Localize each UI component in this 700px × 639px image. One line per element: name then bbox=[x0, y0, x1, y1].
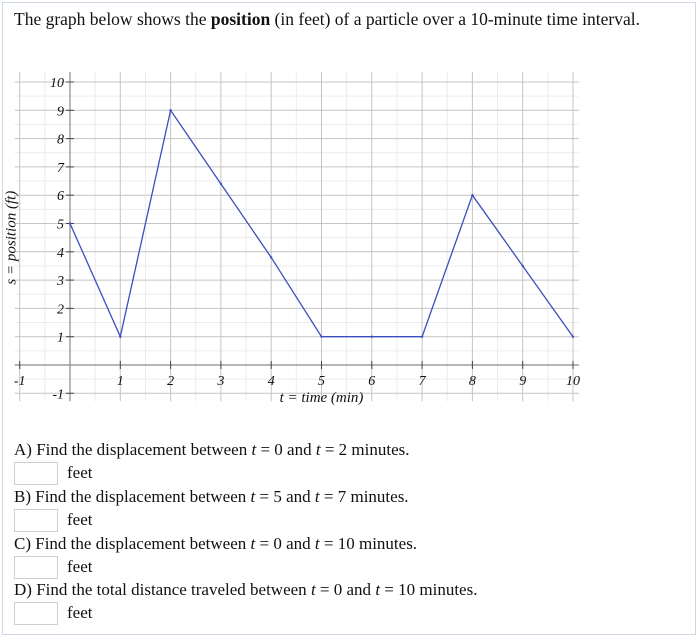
y-tick-label: 1 bbox=[57, 331, 64, 346]
data-point bbox=[420, 335, 424, 338]
x-axis-label: t = time (min) bbox=[280, 390, 364, 406]
question-a-text: A) Find the displacement between bbox=[14, 440, 252, 459]
data-point bbox=[68, 222, 72, 225]
question-d-var1: t bbox=[310, 580, 316, 599]
answer-b-input[interactable] bbox=[14, 509, 58, 532]
x-tick-label: 4 bbox=[268, 374, 275, 389]
y-axis-label: s = position (ft) bbox=[4, 191, 20, 285]
data-point bbox=[270, 256, 273, 259]
y-tick-label: 8 bbox=[57, 133, 64, 148]
data-point bbox=[471, 194, 474, 197]
x-tick-label: 8 bbox=[469, 374, 476, 389]
data-point bbox=[370, 335, 373, 338]
x-tick-label: 1 bbox=[117, 374, 124, 389]
data-point bbox=[521, 264, 524, 268]
y-tick-label: 4 bbox=[57, 246, 64, 261]
answer-c-input[interactable] bbox=[14, 556, 58, 579]
question-d-text: D) Find the total distance traveled betw… bbox=[14, 580, 311, 599]
x-tick-label: -1 bbox=[14, 374, 26, 389]
question-a-eq2: = 2 minutes. bbox=[320, 440, 410, 459]
question-c-var1: t bbox=[250, 534, 256, 553]
answer-d-input[interactable] bbox=[14, 602, 58, 625]
question-d-var2: t bbox=[375, 580, 381, 599]
x-tick-label: 2 bbox=[167, 374, 174, 389]
data-point bbox=[219, 182, 223, 186]
question-c-text: C) Find the displacement between bbox=[14, 534, 251, 553]
question-c-eq1: = 0 and bbox=[255, 534, 315, 553]
y-tick-label: 9 bbox=[57, 104, 64, 119]
question-a-var2: t bbox=[315, 440, 321, 459]
question-d: D) Find the total distance traveled betw… bbox=[14, 580, 477, 600]
question-c-eq2: = 10 minutes. bbox=[319, 534, 418, 553]
question-b-text: B) Find the displacement between bbox=[14, 487, 251, 506]
answer-b-unit: feet bbox=[67, 510, 93, 529]
position-graph: -1 1 2 3 4 5 6 7 8 9 10 -1 1 2 3 4 5 6 7 8 9 10 t = time (min)… bbox=[4, 72, 580, 406]
question-b-eq2: = 7 minutes. bbox=[319, 487, 409, 506]
intro-bold: position bbox=[210, 9, 271, 29]
x-tick-label: 7 bbox=[419, 374, 427, 389]
x-tick-label: 3 bbox=[216, 374, 224, 389]
y-tick-label: 6 bbox=[57, 189, 64, 204]
question-d-eq1: = 0 and bbox=[315, 580, 376, 599]
question-d-eq2: = 10 minutes. bbox=[380, 580, 478, 599]
data-point bbox=[119, 335, 122, 338]
question-b: B) Find the displacement between t = 5 a… bbox=[14, 487, 409, 507]
y-tick-label: 7 bbox=[57, 161, 65, 176]
data-point bbox=[571, 335, 575, 338]
answer-a-input[interactable] bbox=[14, 462, 58, 485]
question-a-var1: t bbox=[251, 440, 257, 459]
question-b-eq1: = 5 and bbox=[255, 487, 315, 506]
y-tick-label: 10 bbox=[50, 76, 64, 91]
y-tick-label: -1 bbox=[52, 387, 64, 402]
question-a-eq1: = 0 and bbox=[256, 440, 316, 459]
y-tick-label: 2 bbox=[57, 302, 64, 317]
intro-before: The graph below shows the bbox=[14, 9, 211, 29]
question-c-var2: t bbox=[314, 534, 320, 553]
x-tick-label: 6 bbox=[368, 374, 375, 389]
y-tick-label: 3 bbox=[56, 274, 64, 289]
x-tick-label: 5 bbox=[318, 374, 325, 389]
data-point bbox=[320, 335, 323, 338]
answer-c-unit: feet bbox=[67, 557, 93, 576]
answer-d-unit: feet bbox=[67, 603, 93, 622]
x-tick-label: 9 bbox=[519, 374, 526, 389]
data-point bbox=[169, 109, 172, 112]
question-a: A) Find the displacement between t = 0 a… bbox=[14, 440, 410, 460]
intro-text: The graph below shows the position (in f… bbox=[14, 9, 640, 30]
question-b-var2: t bbox=[314, 487, 320, 506]
y-tick-label: 5 bbox=[57, 218, 64, 233]
question-c: C) Find the displacement between t = 0 a… bbox=[14, 534, 417, 554]
answer-a-unit: feet bbox=[67, 463, 93, 482]
intro-after: (in feet) of a particle over a 10-minute… bbox=[270, 9, 640, 29]
question-b-var1: t bbox=[250, 487, 256, 506]
x-tick-label: 10 bbox=[566, 374, 580, 389]
